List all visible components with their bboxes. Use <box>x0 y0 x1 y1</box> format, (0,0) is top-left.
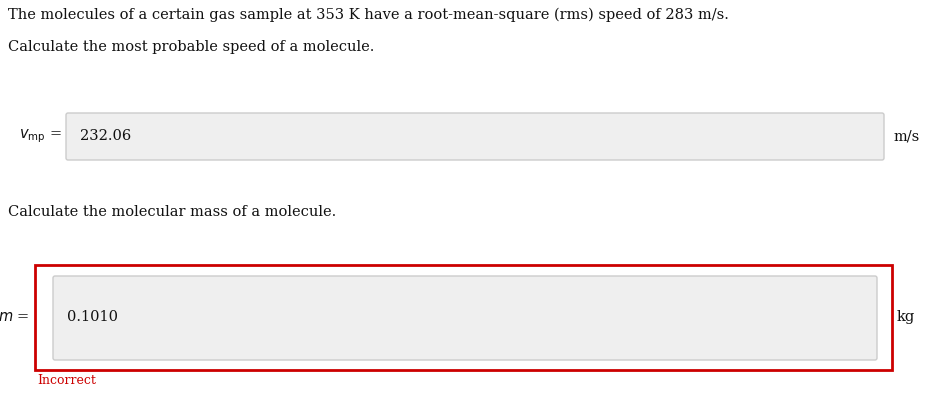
Text: Calculate the most probable speed of a molecule.: Calculate the most probable speed of a m… <box>8 40 375 54</box>
Text: The molecules of a certain gas sample at 353 K have a root-mean-square (rms) spe: The molecules of a certain gas sample at… <box>8 8 729 22</box>
Bar <box>35 265 892 370</box>
Text: $m$ =: $m$ = <box>0 310 30 324</box>
FancyBboxPatch shape <box>66 113 884 160</box>
Text: Calculate the molecular mass of a molecule.: Calculate the molecular mass of a molecu… <box>8 205 337 219</box>
Text: Incorrect: Incorrect <box>37 374 96 387</box>
Text: kg: kg <box>897 310 915 324</box>
Text: m/s: m/s <box>893 129 919 143</box>
Text: $v_{\mathrm{mp}}$ =: $v_{\mathrm{mp}}$ = <box>19 127 62 145</box>
FancyBboxPatch shape <box>53 276 877 360</box>
Text: 0.1010: 0.1010 <box>67 310 118 324</box>
Text: 232.06: 232.06 <box>80 129 131 143</box>
